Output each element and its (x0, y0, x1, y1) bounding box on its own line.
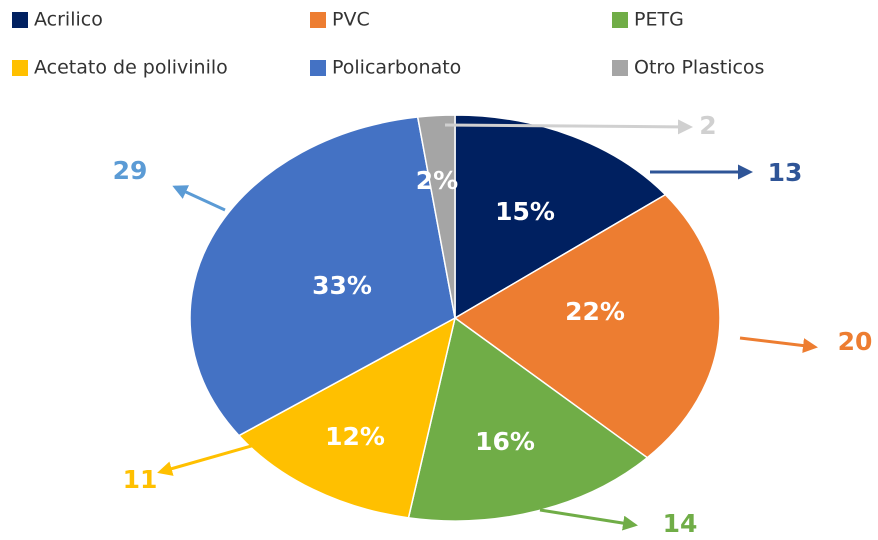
leader-arrow (444, 119, 693, 135)
percent-label: 33% (312, 271, 372, 300)
percent-label: 12% (325, 422, 385, 451)
leader-arrow (157, 443, 256, 476)
legend-swatch (310, 12, 326, 28)
legend-label: Acrilico (34, 9, 103, 31)
pie-slice (416, 114, 456, 319)
percent-label: 22% (565, 297, 625, 326)
value-label: 11 (123, 465, 158, 494)
legend-label: Acetato de polivinilo (34, 57, 228, 79)
legend-swatch (12, 12, 28, 28)
legend-label: Policarbonato (332, 57, 461, 79)
pie-slice (453, 193, 721, 459)
legend-label: PVC (332, 9, 370, 31)
legend-label: PETG (634, 9, 684, 31)
leader-arrow (739, 336, 818, 354)
leader-arrow (539, 508, 638, 531)
leader-arrow (172, 185, 226, 212)
percent-label: 16% (475, 427, 535, 456)
value-label: 2 (699, 111, 716, 140)
pie-slice (454, 114, 667, 320)
value-label: 29 (113, 156, 148, 185)
legend-swatch (310, 60, 326, 76)
legend-swatch (612, 12, 628, 28)
legend-swatch (12, 60, 28, 76)
pie-slice (407, 316, 649, 522)
pie-slice (189, 116, 456, 437)
value-label: 13 (768, 158, 803, 187)
value-label: 20 (838, 327, 873, 356)
percent-label: 2% (416, 166, 458, 195)
legend-label: Otro Plasticos (634, 57, 764, 79)
percent-label: 15% (495, 197, 555, 226)
value-label: 14 (663, 509, 698, 538)
legend-swatch (612, 60, 628, 76)
